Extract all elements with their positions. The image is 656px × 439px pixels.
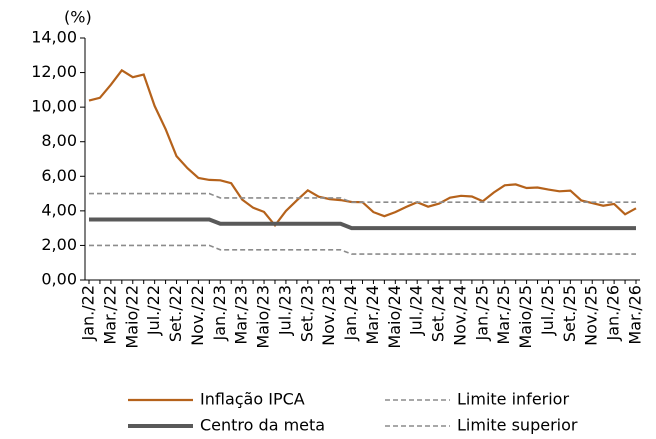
y-axis-unit: (%) (64, 8, 92, 27)
x-tick-label: Set./25 (560, 285, 579, 342)
x-tick-label: Nov./24 (450, 285, 469, 346)
x-tick-label: Jul./24 (407, 285, 426, 336)
x-tick-label: Mar./26 (626, 285, 645, 345)
x-tick-label: Jan./23 (210, 285, 229, 342)
y-tick-label: 4,00 (41, 200, 77, 219)
y-tick-label: 12,00 (31, 62, 77, 81)
x-tick-label: Jul./23 (275, 285, 294, 336)
x-tick-label: Jan./26 (604, 285, 623, 342)
y-tick-label: 2,00 (41, 235, 77, 254)
x-tick-label: Mar./23 (232, 285, 251, 345)
x-tick-label: Nov./23 (319, 285, 338, 346)
series-line (89, 192, 636, 203)
series-line (89, 244, 636, 255)
x-tick-label: Jul./25 (538, 285, 557, 336)
y-tick-label: 10,00 (31, 97, 77, 116)
x-tick-label: Maio/23 (254, 285, 273, 349)
y-tick-label: 6,00 (41, 166, 77, 185)
x-tick-label: Jan./24 (341, 285, 360, 342)
x-tick-label: Set./22 (166, 285, 185, 342)
x-tick-label: Jul./22 (144, 285, 163, 336)
legend-label: Limite inferior (457, 390, 569, 409)
x-tick-label: Maio/24 (385, 285, 404, 349)
legend-label: Inflação IPCA (200, 390, 305, 409)
legend-label: Limite superior (457, 416, 578, 435)
x-tick-label: Set./24 (429, 285, 448, 342)
y-tick-label: 8,00 (41, 131, 77, 150)
x-tick-label: Mar./24 (363, 285, 382, 345)
legend-label: Centro da meta (200, 416, 325, 435)
x-tick-label: Maio/25 (516, 285, 535, 349)
series-line (89, 217, 636, 231)
x-tick-label: Mar./25 (494, 285, 513, 345)
x-tick-label: Nov./22 (188, 285, 207, 346)
x-tick-label: Mar./22 (100, 285, 119, 345)
y-tick-label: 0,00 (41, 270, 77, 289)
y-tick-label: 14,00 (31, 28, 77, 47)
x-tick-label: Jan./22 (79, 285, 98, 342)
x-tick-label: Jan./25 (472, 285, 491, 342)
x-tick-label: Set./23 (297, 285, 316, 342)
x-tick-label: Maio/22 (122, 285, 141, 349)
x-tick-label: Nov./25 (582, 285, 601, 346)
